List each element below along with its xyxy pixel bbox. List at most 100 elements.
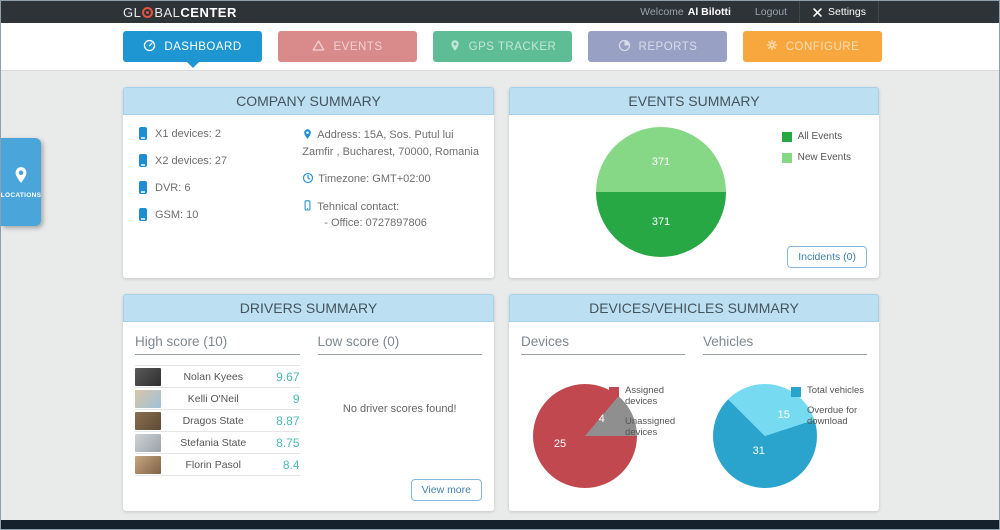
drivers-summary-body: High score (10) Nolan Kyees 9.67 Kelli O… [123,322,494,511]
driver-score: 9.67 [276,369,300,384]
no-driver-scores-message: No driver scores found! [342,403,457,415]
legend-item-total-vehicles[interactable]: Total vehicles [791,385,867,397]
driver-name: Nolan Kyees [183,370,244,383]
pie-label-total-vehicles: 31 [752,444,765,457]
nav-dashboard-button[interactable]: DASHBOARD [123,31,262,68]
driver-row[interactable]: Stefania State 8.75 [135,432,300,454]
legend-item-unassigned-devices[interactable]: Unassigned devices [609,416,685,439]
device-count-label: X1 devices: 2 [155,127,222,140]
nav-configure-button[interactable]: CONFIGURE [743,31,882,62]
nav-gps-tracker-label: GPS TRACKER [468,40,557,53]
driver-name: Dragos State [182,414,244,427]
device-count-label: GSM: 10 [155,208,199,221]
vehicles-heading: Vehicles [703,334,867,355]
device-count-row: X1 devices: 2 [139,127,288,140]
pie-label-new-events: 371 [651,156,671,169]
nav-gps-tracker-button[interactable]: GPS TRACKER [433,31,572,62]
nav-buttons: DASHBOARD EVENTS GPS TRACKER REPORTS [123,31,882,68]
devices-section: Devices 25 4 Assigned devices Unassigned… [521,334,685,499]
driver-row[interactable]: Florin Pasol 8.4 [135,454,300,476]
device-count-label: X2 devices: 27 [155,154,228,167]
devices-vehicles-summary-panel: DEVICES/VEHICLES SUMMARY Devices 25 4 As… [509,294,879,511]
settings-tools-icon [813,7,822,17]
map-pin-icon [449,39,461,55]
incidents-button[interactable]: Incidents (0) [787,246,867,268]
legend-label: Overdue for download [807,405,858,427]
driver-avatar [135,433,161,452]
legend-label: New Events [797,151,851,163]
company-address-text: Address: 15A, Sos. Putul lui Zamfir , Bu… [302,129,479,158]
drivers-summary-panel: DRIVERS SUMMARY High score (10) Nolan Ky… [123,294,494,511]
legend-item-new-events[interactable]: New Events [781,151,851,164]
company-timezone: Timezone: GMT+02:00 [302,171,482,188]
device-count-row: GSM: 10 [139,208,288,221]
unassigned-devices-swatch-icon [609,417,619,428]
main-nav: DASHBOARD EVENTS GPS TRACKER REPORTS [1,23,999,71]
warning-triangle-icon [312,39,325,55]
devices-vehicles-body: Devices 25 4 Assigned devices Unassigned… [509,322,879,511]
legend-label: Assigned devices [625,385,665,407]
logout-link[interactable]: Logout [754,6,788,18]
driver-row[interactable]: Kelli O'Neil 9 [135,388,300,410]
total-vehicles-swatch-icon [791,387,801,397]
locations-side-tab[interactable]: LOCATIONS [1,138,41,226]
nav-reports-button[interactable]: REPORTS [588,31,727,62]
driver-avatar [135,455,161,474]
events-pie-chart[interactable]: 371 371 [596,127,726,257]
company-contact-title: Tehnical contact: [317,200,400,213]
driver-score: 9 [292,391,300,406]
overdue-download-swatch-icon [791,407,801,417]
high-score-list: Nolan Kyees 9.67 Kelli O'Neil 9 Dragos S… [135,365,300,476]
view-more-button[interactable]: View more [410,479,482,501]
logo-text-center: CENTER [180,4,237,20]
legend-item-all-events[interactable]: All Events [781,131,851,143]
assigned-devices-swatch-icon [609,387,619,397]
events-legend: All Events New Events [781,131,851,164]
device-icon [139,208,147,221]
device-icon [139,154,147,167]
devices-heading: Devices [521,334,685,355]
driver-name: Kelli O'Neil [187,392,239,405]
events-summary-title: EVENTS SUMMARY [509,87,879,115]
driver-score: 8.87 [276,413,300,428]
new-events-swatch-icon [781,152,792,163]
settings-button[interactable]: Settings [799,1,879,23]
pie-chart-icon [618,39,631,55]
company-summary-panel: COMPANY SUMMARY X1 devices: 2 X2 devices… [123,87,494,278]
device-count-label: DVR: 6 [155,181,191,194]
company-contact: Tehnical contact: - Office: 0727897806 [302,199,482,232]
company-contact-office: - Office: 0727897806 [324,217,427,229]
top-bar-right: Welcome Al Bilotti Logout Settings [628,1,879,23]
top-bar: GL BAL CENTER Welcome Al Bilotti Logout … [1,1,999,23]
high-score-column: High score (10) Nolan Kyees 9.67 Kelli O… [135,334,300,476]
driver-avatar [135,367,161,386]
driver-row[interactable]: Dragos State 8.87 [135,410,300,432]
user-name: Al Bilotti [687,6,731,18]
devices-pie-chart[interactable]: 25 4 [533,384,637,488]
driver-avatar [135,389,161,408]
driver-score: 8.4 [282,457,300,472]
device-icon [139,127,147,140]
bottom-edge-strip [1,520,999,529]
device-icon [139,181,147,194]
nav-configure-label: CONFIGURE [785,40,860,53]
nav-dashboard-label: DASHBOARD [164,40,242,53]
low-score-column: Low score (0) No driver scores found! [317,334,482,476]
active-tab-caret [186,62,199,68]
events-summary-body: 371 371 All Events New Events Incidents … [509,115,879,278]
legend-item-assigned-devices[interactable]: Assigned devices [609,385,685,408]
nav-events-label: EVENTS [333,40,383,53]
company-device-counts: X1 devices: 2 X2 devices: 27 DVR: 6 GSM:… [135,127,288,243]
devices-legend: Assigned devices Unassigned devices [609,385,685,439]
nav-events-button[interactable]: EVENTS [278,31,417,62]
legend-item-overdue-download[interactable]: Overdue for download [791,405,867,428]
company-summary-body: X1 devices: 2 X2 devices: 27 DVR: 6 GSM:… [123,115,494,278]
driver-row[interactable]: Nolan Kyees 9.67 [135,366,300,388]
pie-label-overdue: 15 [777,409,790,422]
low-score-heading: Low score (0) [317,334,482,355]
globalcenter-logo: GL BAL CENTER [123,1,237,23]
vehicles-pie-chart[interactable]: 31 15 [713,384,817,488]
configure-gear-icon [766,39,778,54]
phone-icon [304,199,311,211]
